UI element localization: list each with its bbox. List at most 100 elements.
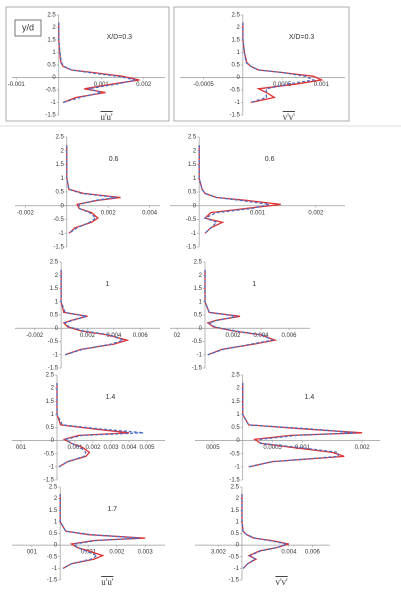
y-tick-label: -1 xyxy=(234,464,240,470)
y-tick-label: 2.5 xyxy=(55,135,64,141)
y-tick-label: 0.5 xyxy=(46,425,55,431)
y-tick-label: -0.5 xyxy=(45,88,56,94)
y-tick-label: 1 xyxy=(237,50,241,56)
y-tick-label: 2 xyxy=(199,273,203,279)
profile-line xyxy=(56,382,144,468)
y-tick-label: -1 xyxy=(197,352,203,358)
y-tick-label: 1.5 xyxy=(55,162,64,168)
y-tick-label: 1.5 xyxy=(231,508,240,514)
y-tick-label: 0 xyxy=(51,438,55,444)
x-tick-label: 0.006 xyxy=(133,333,149,339)
y-tick-label: 0.5 xyxy=(231,425,240,431)
y-tick-label: 0 xyxy=(193,203,197,209)
x-label: u'u' xyxy=(100,112,113,122)
frame xyxy=(5,6,170,122)
y-tick-label: 2.5 xyxy=(49,485,58,491)
x-tick-label: 0.004 xyxy=(281,550,297,556)
x-label: v'v' xyxy=(283,112,296,122)
y-tick-label: 1.5 xyxy=(46,399,55,405)
y-tick-label: -1.5 xyxy=(229,478,240,484)
x-tick-label: 0.006 xyxy=(305,550,321,556)
y-tick-label: -1 xyxy=(53,352,59,358)
profile-line xyxy=(204,269,278,356)
y-tick-label: 2 xyxy=(55,273,59,279)
y-tick-label: -1.5 xyxy=(47,578,58,584)
x-label: v'v' xyxy=(275,577,288,587)
x-tick-label: -0.002 xyxy=(17,210,35,216)
y-tick-label: -1 xyxy=(191,231,197,237)
y-tick-label: -1 xyxy=(235,100,241,106)
frame xyxy=(173,6,350,122)
y-tick-label: 1 xyxy=(60,176,64,182)
x-tick-label: 0.003 xyxy=(103,445,119,451)
y-tick-label: 1.5 xyxy=(231,399,240,405)
y-tick-label: 1 xyxy=(52,50,56,56)
x-label: u'u' xyxy=(101,577,114,587)
y-tick-label: 1 xyxy=(199,299,203,305)
profile-line xyxy=(242,22,316,104)
y-tick-label: -1.5 xyxy=(229,578,240,584)
annotation: 1 xyxy=(106,281,110,288)
annotation: X/D=0.3 xyxy=(107,34,133,41)
y-tick-label: 2.5 xyxy=(231,373,240,379)
x-tick-label: 001 xyxy=(27,550,38,556)
y-tick-label: -0.5 xyxy=(44,451,55,457)
y-tick-label: 0 xyxy=(236,438,240,444)
y-tick-label: -1.5 xyxy=(53,245,64,251)
y-tick-label: 2 xyxy=(52,25,56,31)
x-tick-label: 0.004 xyxy=(253,333,269,339)
annotation: 1.4 xyxy=(305,394,315,401)
y-tick-label: -1 xyxy=(52,566,58,572)
x-tick-label: 0.002 xyxy=(355,445,371,451)
y-tick-label: -1.5 xyxy=(192,366,203,372)
y-tick-label: -1 xyxy=(234,566,240,572)
x-tick-label: 001 xyxy=(16,445,27,451)
y-tick-label: 1 xyxy=(55,299,59,305)
x-tick-label: -0.002 xyxy=(26,333,44,339)
y-tick-label: 1 xyxy=(236,412,240,418)
y-tick-label: 0.5 xyxy=(47,63,56,69)
y-tick-label: 0 xyxy=(199,326,203,332)
y-tick-label: 2 xyxy=(237,25,241,31)
annotation: 1.7 xyxy=(107,506,117,513)
y-label-box xyxy=(14,19,42,37)
y-tick-label: 2 xyxy=(51,386,55,392)
x-tick-label: 3.002 xyxy=(211,550,227,556)
y-tick-label: 1 xyxy=(193,176,197,182)
y-tick-label: -0.5 xyxy=(229,554,240,560)
y-tick-label: 2 xyxy=(193,148,197,154)
y-tick-label: 0.5 xyxy=(55,190,64,196)
y-tick-label: -1.5 xyxy=(48,366,59,372)
profile-line xyxy=(60,269,130,356)
profile-line xyxy=(66,145,117,234)
x-tick-label: 0.003 xyxy=(138,550,154,556)
annotation: 1 xyxy=(252,281,256,288)
x-tick-label: 0.002 xyxy=(136,82,152,88)
y-tick-label: -0.5 xyxy=(229,451,240,457)
y-tick-label: 1.5 xyxy=(49,508,58,514)
annotation: 1.4 xyxy=(106,394,116,401)
y-tick-label: -0.5 xyxy=(186,217,197,223)
profile-line xyxy=(198,145,281,234)
y-tick-label: 2 xyxy=(60,148,64,154)
y-tick-label: 0.5 xyxy=(49,531,58,537)
y-tick-label: -0.5 xyxy=(192,339,203,345)
x-tick-label: 0.001 xyxy=(94,82,110,88)
y-tick-label: -1 xyxy=(58,231,64,237)
y-tick-label: 1.5 xyxy=(188,162,197,168)
x-tick-label: 0.001 xyxy=(67,445,83,451)
y-tick-label: 2 xyxy=(54,496,58,502)
x-tick-label: 0.002 xyxy=(101,210,117,216)
profile-line xyxy=(56,382,130,468)
x-tick-label: 0.002 xyxy=(225,333,241,339)
profile-line xyxy=(204,269,275,356)
x-tick-label: 0.002 xyxy=(80,333,96,339)
y-tick-label: -1 xyxy=(49,464,55,470)
y-tick-label: 0 xyxy=(237,75,241,81)
y-tick-label: 2.5 xyxy=(47,13,56,19)
y-tick-label: 2 xyxy=(236,386,240,392)
x-tick-label: 0.002 xyxy=(109,550,125,556)
y-tick-label: 2.5 xyxy=(232,13,241,19)
y-tick-label: -1.5 xyxy=(44,478,55,484)
